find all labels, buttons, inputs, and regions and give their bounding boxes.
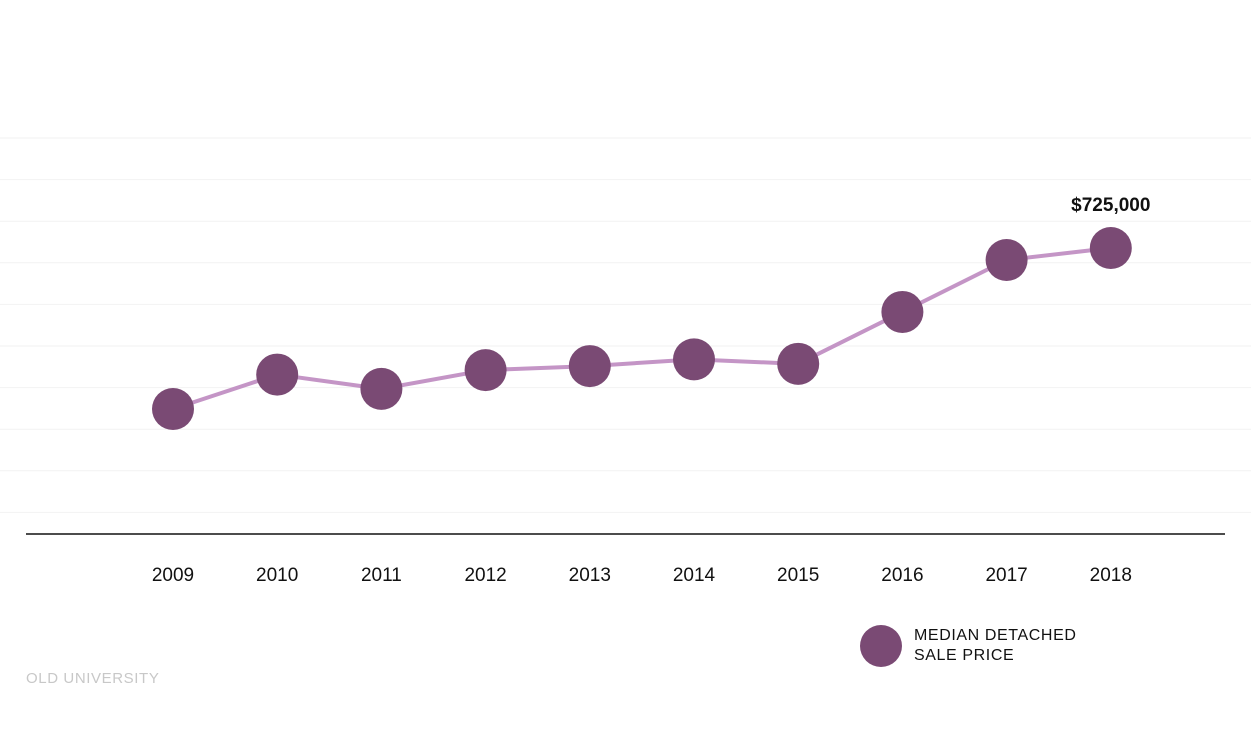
- x-tick-label: 2012: [464, 565, 506, 586]
- source-label: OLD UNIVERSITY: [26, 670, 160, 687]
- legend-label: MEDIAN DETACHED SALE PRICE: [914, 626, 1104, 666]
- data-point-2018: [1089, 227, 1132, 269]
- x-tick-label: 2011: [361, 565, 402, 586]
- x-tick-label: 2014: [673, 565, 716, 586]
- data-points: [152, 227, 1132, 430]
- legend: MEDIAN DETACHED SALE PRICE: [860, 625, 1104, 667]
- x-tick-label: 2009: [152, 565, 194, 586]
- series-line: [172, 246, 1112, 411]
- x-tick-label: 2017: [985, 565, 1027, 586]
- x-tick-labels: 2009 2010 2011 2012 2013 2014 2015 2016 2017 2018: [152, 565, 1132, 586]
- data-labels: $725,000: [1071, 195, 1150, 216]
- data-point-2016: [881, 290, 924, 333]
- x-tick-label: 2015: [777, 565, 819, 586]
- data-point-2015: [777, 342, 820, 385]
- data-point-2012: [464, 349, 507, 392]
- legend-marker-icon: [860, 625, 902, 667]
- series-line-group: [172, 246, 1112, 411]
- data-label-2018: $725,000: [1071, 195, 1150, 216]
- data-point-2013: [568, 345, 611, 388]
- data-point-2009: [152, 388, 194, 430]
- x-tick-label: 2013: [569, 565, 611, 586]
- legend-label-line1: MEDIAN DETACHED: [914, 627, 1077, 644]
- gridlines: [0, 137, 1251, 513]
- legend-label-line2: SALE PRICE: [914, 647, 1015, 664]
- data-point-2010: [256, 353, 299, 396]
- x-tick-label: 2018: [1090, 565, 1132, 586]
- data-point-2014: [673, 338, 715, 381]
- data-point-2017: [985, 239, 1028, 281]
- x-tick-label: 2016: [881, 565, 923, 586]
- data-point-2011: [360, 367, 403, 410]
- x-tick-label: 2010: [256, 565, 298, 586]
